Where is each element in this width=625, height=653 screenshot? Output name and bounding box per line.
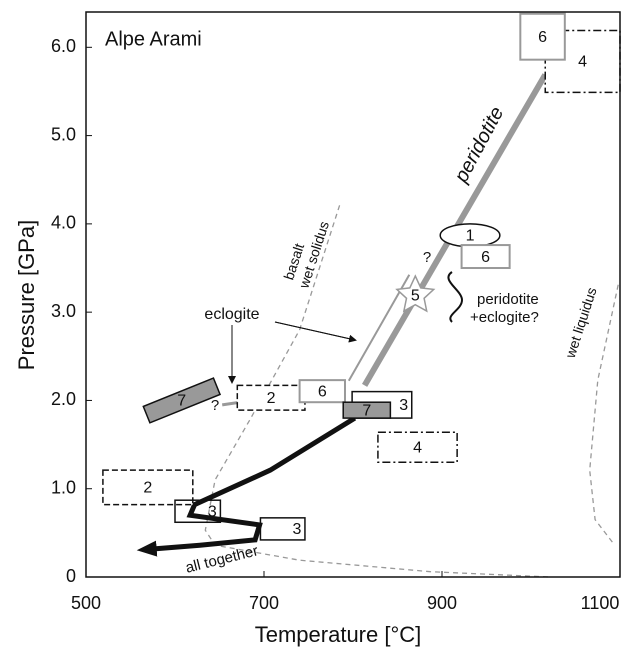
y-tick-label: 4.0	[51, 213, 76, 233]
field-label: 2	[267, 390, 276, 407]
field-label: 1	[466, 228, 475, 245]
field-label: 6	[481, 249, 490, 266]
curve	[204, 205, 550, 578]
field-label: 3	[292, 521, 301, 538]
field-box	[377, 431, 458, 463]
field-label: 6	[538, 29, 547, 46]
x-tick-label: 700	[249, 593, 279, 613]
y-axis-label: Pressure [GPa]	[14, 220, 39, 370]
squiggle	[447, 271, 464, 323]
field-label: 6	[318, 383, 327, 400]
field-label: 4	[413, 439, 422, 456]
y-tick-label: 1.0	[51, 477, 76, 497]
arrow	[274, 321, 357, 343]
annotation: peridotite	[477, 291, 539, 308]
field-box	[142, 377, 222, 424]
y-tick-label: 6.0	[51, 36, 76, 56]
annotation: +eclogite?	[470, 309, 539, 326]
annotation: eclogite	[204, 306, 259, 323]
field-label: 7	[177, 393, 186, 410]
annotation: ?	[211, 397, 219, 414]
field-box	[259, 517, 306, 541]
field-label: 4	[578, 54, 587, 71]
field-box	[236, 384, 306, 411]
arrow	[232, 321, 356, 382]
x-axis-label: Temperature [°C]	[255, 622, 422, 647]
field-label: 7	[362, 402, 371, 419]
field-box	[174, 499, 222, 524]
field-box	[298, 379, 346, 404]
field-box	[102, 469, 194, 506]
y-tick-label: 2.0	[51, 389, 76, 409]
y-tick-label: 5.0	[51, 124, 76, 144]
curve	[136, 415, 357, 557]
field-label: 3	[399, 397, 408, 414]
y-tick-label: 0	[66, 566, 76, 586]
field-box	[519, 12, 566, 61]
x-tick-label: 500	[71, 593, 101, 613]
field-box	[460, 244, 511, 270]
annotation: peridotite	[450, 103, 509, 187]
curve	[589, 284, 619, 546]
annotation: wet liquidus	[562, 285, 600, 360]
field-label: 2	[143, 480, 152, 497]
field-label: 5	[411, 288, 420, 305]
field-box	[395, 274, 436, 313]
field-label: 3	[208, 503, 217, 520]
x-tick-label: 1100	[581, 593, 620, 613]
y-tick-label: 3.0	[51, 301, 76, 321]
chart-title: Alpe Arami	[105, 28, 202, 50]
field-box	[342, 401, 392, 419]
annotation: ?	[423, 249, 431, 266]
x-tick-label: 900	[427, 593, 457, 613]
frame	[85, 11, 621, 578]
